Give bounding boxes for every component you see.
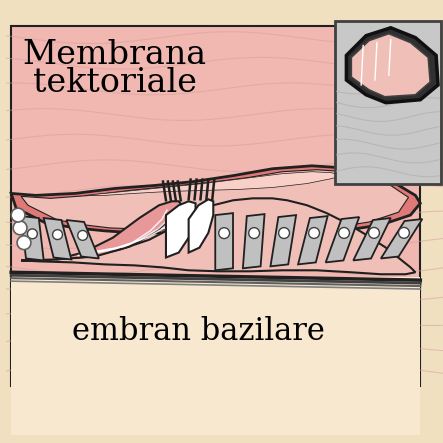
Polygon shape [11,166,420,233]
Bar [334,21,441,183]
Circle shape [338,228,350,238]
Polygon shape [21,216,44,260]
Circle shape [27,229,37,239]
Polygon shape [271,215,296,266]
Polygon shape [55,201,182,260]
Circle shape [78,230,88,241]
Polygon shape [298,216,328,264]
Polygon shape [243,214,264,268]
Circle shape [369,227,379,238]
Circle shape [219,228,229,239]
Polygon shape [44,218,71,260]
Polygon shape [21,198,416,274]
Circle shape [13,221,27,235]
Circle shape [11,208,25,222]
Polygon shape [66,220,99,258]
Polygon shape [166,201,195,257]
Polygon shape [346,28,438,103]
Text: embran bazilare: embran bazilare [72,316,325,347]
Circle shape [309,228,319,238]
Polygon shape [381,219,422,258]
Polygon shape [215,213,233,270]
Circle shape [53,229,62,240]
Polygon shape [351,34,430,97]
Polygon shape [189,199,213,253]
Circle shape [399,227,409,238]
Circle shape [17,236,31,249]
Polygon shape [21,170,408,230]
Polygon shape [353,218,391,260]
Bar [11,26,420,386]
Polygon shape [326,217,359,262]
Circle shape [249,228,260,238]
Bar [11,277,420,435]
Text: Membrana: Membrana [23,39,207,71]
Polygon shape [85,172,342,195]
Circle shape [279,228,289,238]
Text: tektoriale: tektoriale [33,67,197,99]
